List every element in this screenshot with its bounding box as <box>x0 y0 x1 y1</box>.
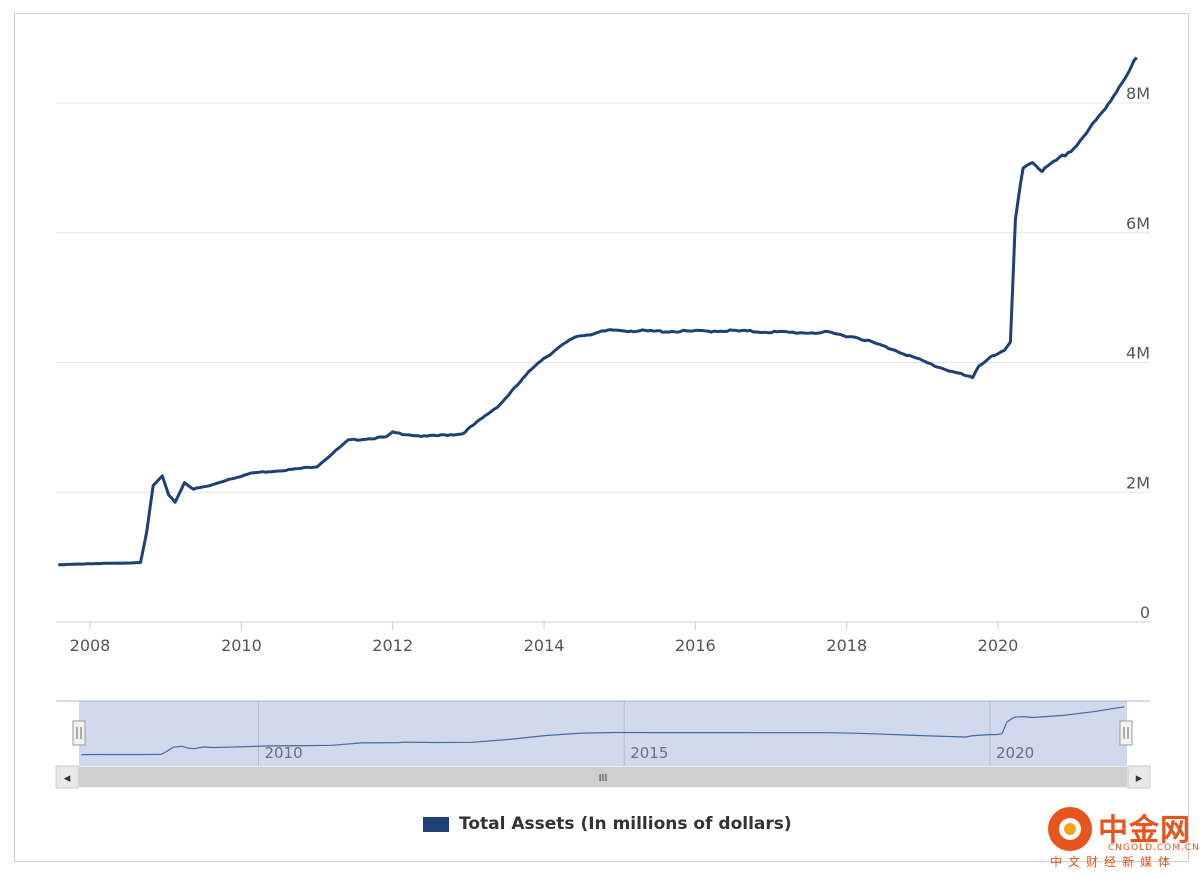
y-axis-labels: 0 2M 4M 6M 8M <box>1126 84 1150 622</box>
navigator-left-handle[interactable] <box>72 720 86 746</box>
navigator-right-handle[interactable] <box>1119 720 1133 746</box>
legend-swatch[interactable] <box>423 816 449 832</box>
scrollbar-left-button[interactable] <box>55 765 79 789</box>
watermark-title: 中金网 <box>1098 813 1191 848</box>
navigator-tick-label: 2020 <box>996 744 1034 762</box>
watermark: 中金网 CNGOLD.COM.CN 中文财经新媒体 <box>1046 803 1199 873</box>
grid-lines <box>56 102 1150 493</box>
legend-label[interactable]: Total Assets (In millions of dollars) <box>459 814 792 834</box>
y-tick-label: 8M <box>1126 84 1150 103</box>
watermark-domain: CNGOLD.COM.CN <box>1108 843 1200 853</box>
navigator-series-line <box>81 706 1125 756</box>
x-tick-label: 2014 <box>524 636 565 655</box>
watermark-subtitle: 中文财经新媒体 <box>1050 855 1177 869</box>
scrollbar-grip-icon[interactable]: III <box>599 773 608 784</box>
x-tick-label: 2016 <box>675 636 716 655</box>
y-tick-label: 2M <box>1126 473 1150 492</box>
x-tick-label: 2012 <box>372 636 413 655</box>
x-axis-ticks <box>89 622 999 630</box>
navigator-grid <box>257 701 991 766</box>
navigator-tick-label: 2015 <box>630 744 668 762</box>
y-tick-label: 6M <box>1126 214 1150 233</box>
x-tick-label: 2010 <box>221 636 262 655</box>
scrollbar-right-arrow-icon[interactable]: ▸ <box>1136 771 1143 786</box>
y-tick-label: 0 <box>1140 603 1150 622</box>
scrollbar-thumb[interactable] <box>79 767 1127 787</box>
navigator-x-labels: 2010 2015 2020 <box>264 744 1034 762</box>
scrollbar-left-arrow-icon[interactable]: ◂ <box>64 771 71 786</box>
navigator-selected-range[interactable] <box>79 701 1127 766</box>
series-line-total-assets <box>58 56 1138 567</box>
cngold-logo-icon <box>1048 807 1092 851</box>
legend[interactable]: Total Assets (In millions of dollars) <box>423 814 792 834</box>
scrollbar-right-button[interactable] <box>1127 765 1151 789</box>
x-tick-label: 2018 <box>826 636 867 655</box>
x-tick-label: 2020 <box>978 636 1019 655</box>
y-tick-label: 4M <box>1126 344 1150 363</box>
x-axis-labels: 2008 2010 2012 2014 2016 2018 2020 <box>70 636 1019 655</box>
x-tick-label: 2008 <box>70 636 111 655</box>
navigator-tick-label: 2010 <box>264 744 302 762</box>
chart-frame <box>14 13 1189 862</box>
